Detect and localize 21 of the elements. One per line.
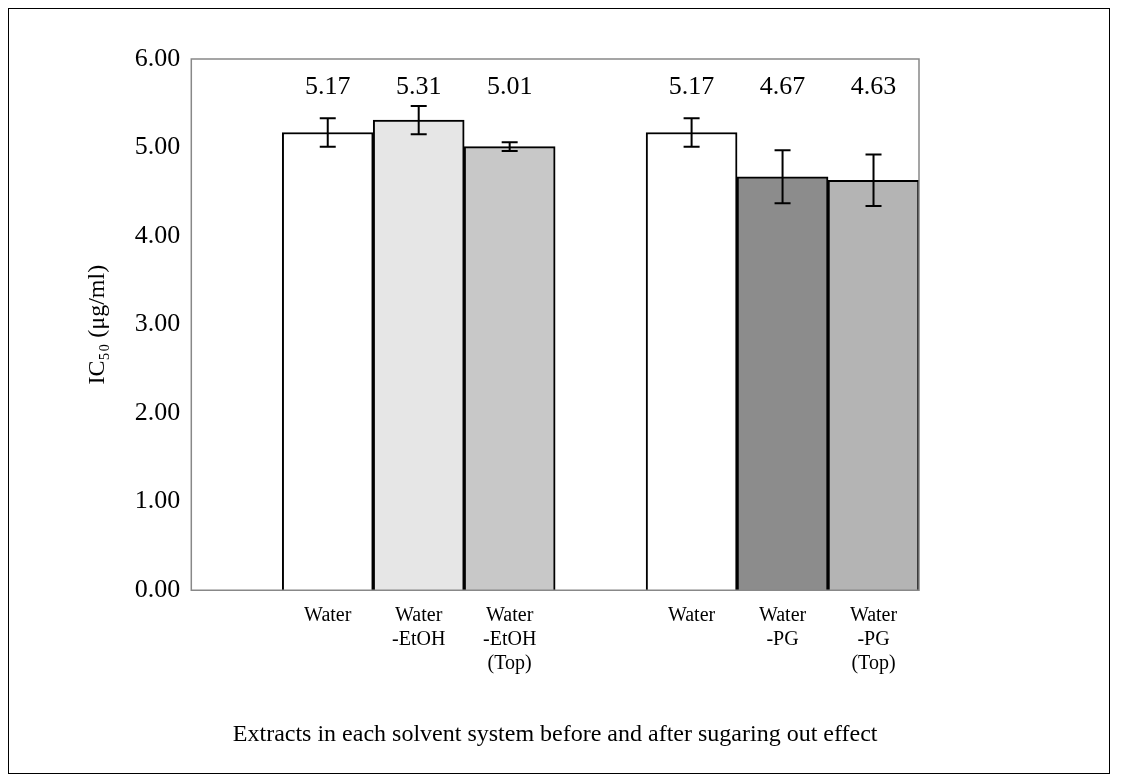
y-tick-label: 6.00	[134, 42, 181, 72]
y-tick-label: 0.00	[134, 574, 181, 604]
y-axis-title: IC₅₀ (μg/ml)	[82, 264, 109, 385]
x-tick-label: Water -PG	[758, 603, 807, 650]
x-tick-label: Water -EtOH	[392, 603, 446, 650]
data-label: 5.17	[304, 70, 351, 100]
data-label: 5.31	[395, 70, 442, 100]
x-tick-label: Water	[667, 603, 716, 626]
y-tick-label: 5.00	[134, 131, 181, 161]
x-axis-title: Extracts in each solvent system before and after sugaring out effect	[232, 719, 878, 746]
data-label: 5.01	[486, 70, 533, 100]
data-label: 5.17	[668, 70, 715, 100]
data-label: 4.63	[850, 70, 897, 100]
y-tick-label: 4.00	[134, 219, 181, 249]
x-tick-label: Water -PG (Top)	[849, 603, 898, 675]
y-tick-label: 2.00	[134, 396, 181, 426]
x-tick-label: Water	[304, 603, 352, 626]
y-tick-label: 1.00	[134, 485, 181, 515]
data-label: 4.67	[759, 70, 806, 100]
y-tick-label: 3.00	[134, 308, 181, 338]
x-tick-label: Water -EtOH (Top)	[483, 603, 537, 675]
